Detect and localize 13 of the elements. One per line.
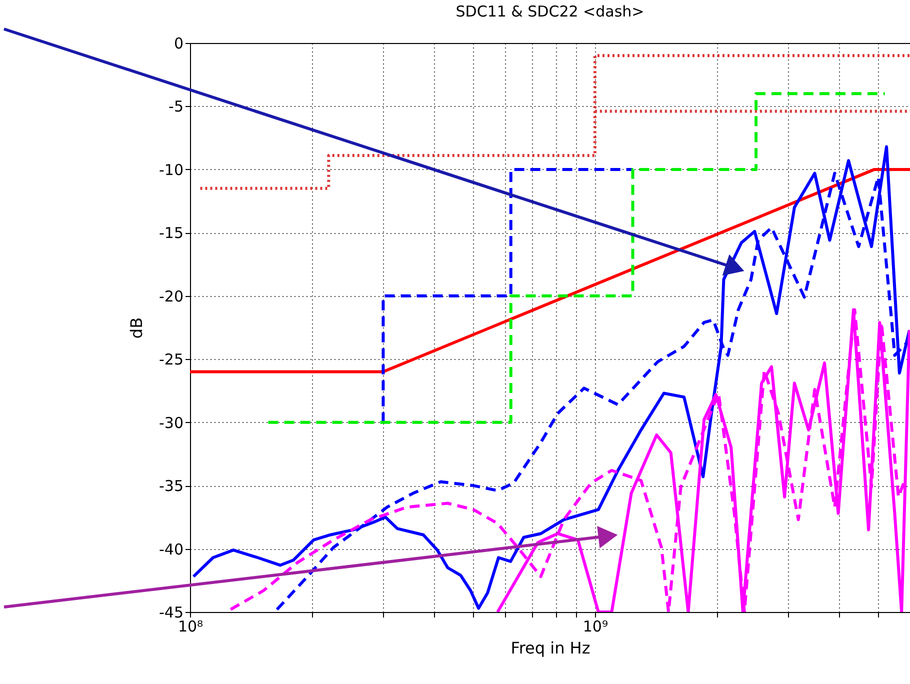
y-tick-label: 0 [174,34,184,52]
chart-title: SDC11 & SDC22 <dash> [456,2,644,20]
y-tick-label: -20 [159,287,184,306]
y-tick-label: -5 [168,98,184,116]
y-tick-label: -35 [159,477,184,496]
y-tick-label: -10 [159,160,184,179]
x-axis-title: Freq in Hz [510,638,590,658]
y-tick-label: -40 [159,540,184,558]
y-tick-label: -30 [159,414,184,432]
y-tick-label: -25 [159,350,184,369]
x-tick-label: 10⁹ [582,618,608,636]
y-axis-title: dB [127,317,146,339]
y-tick-label: -15 [159,224,184,242]
